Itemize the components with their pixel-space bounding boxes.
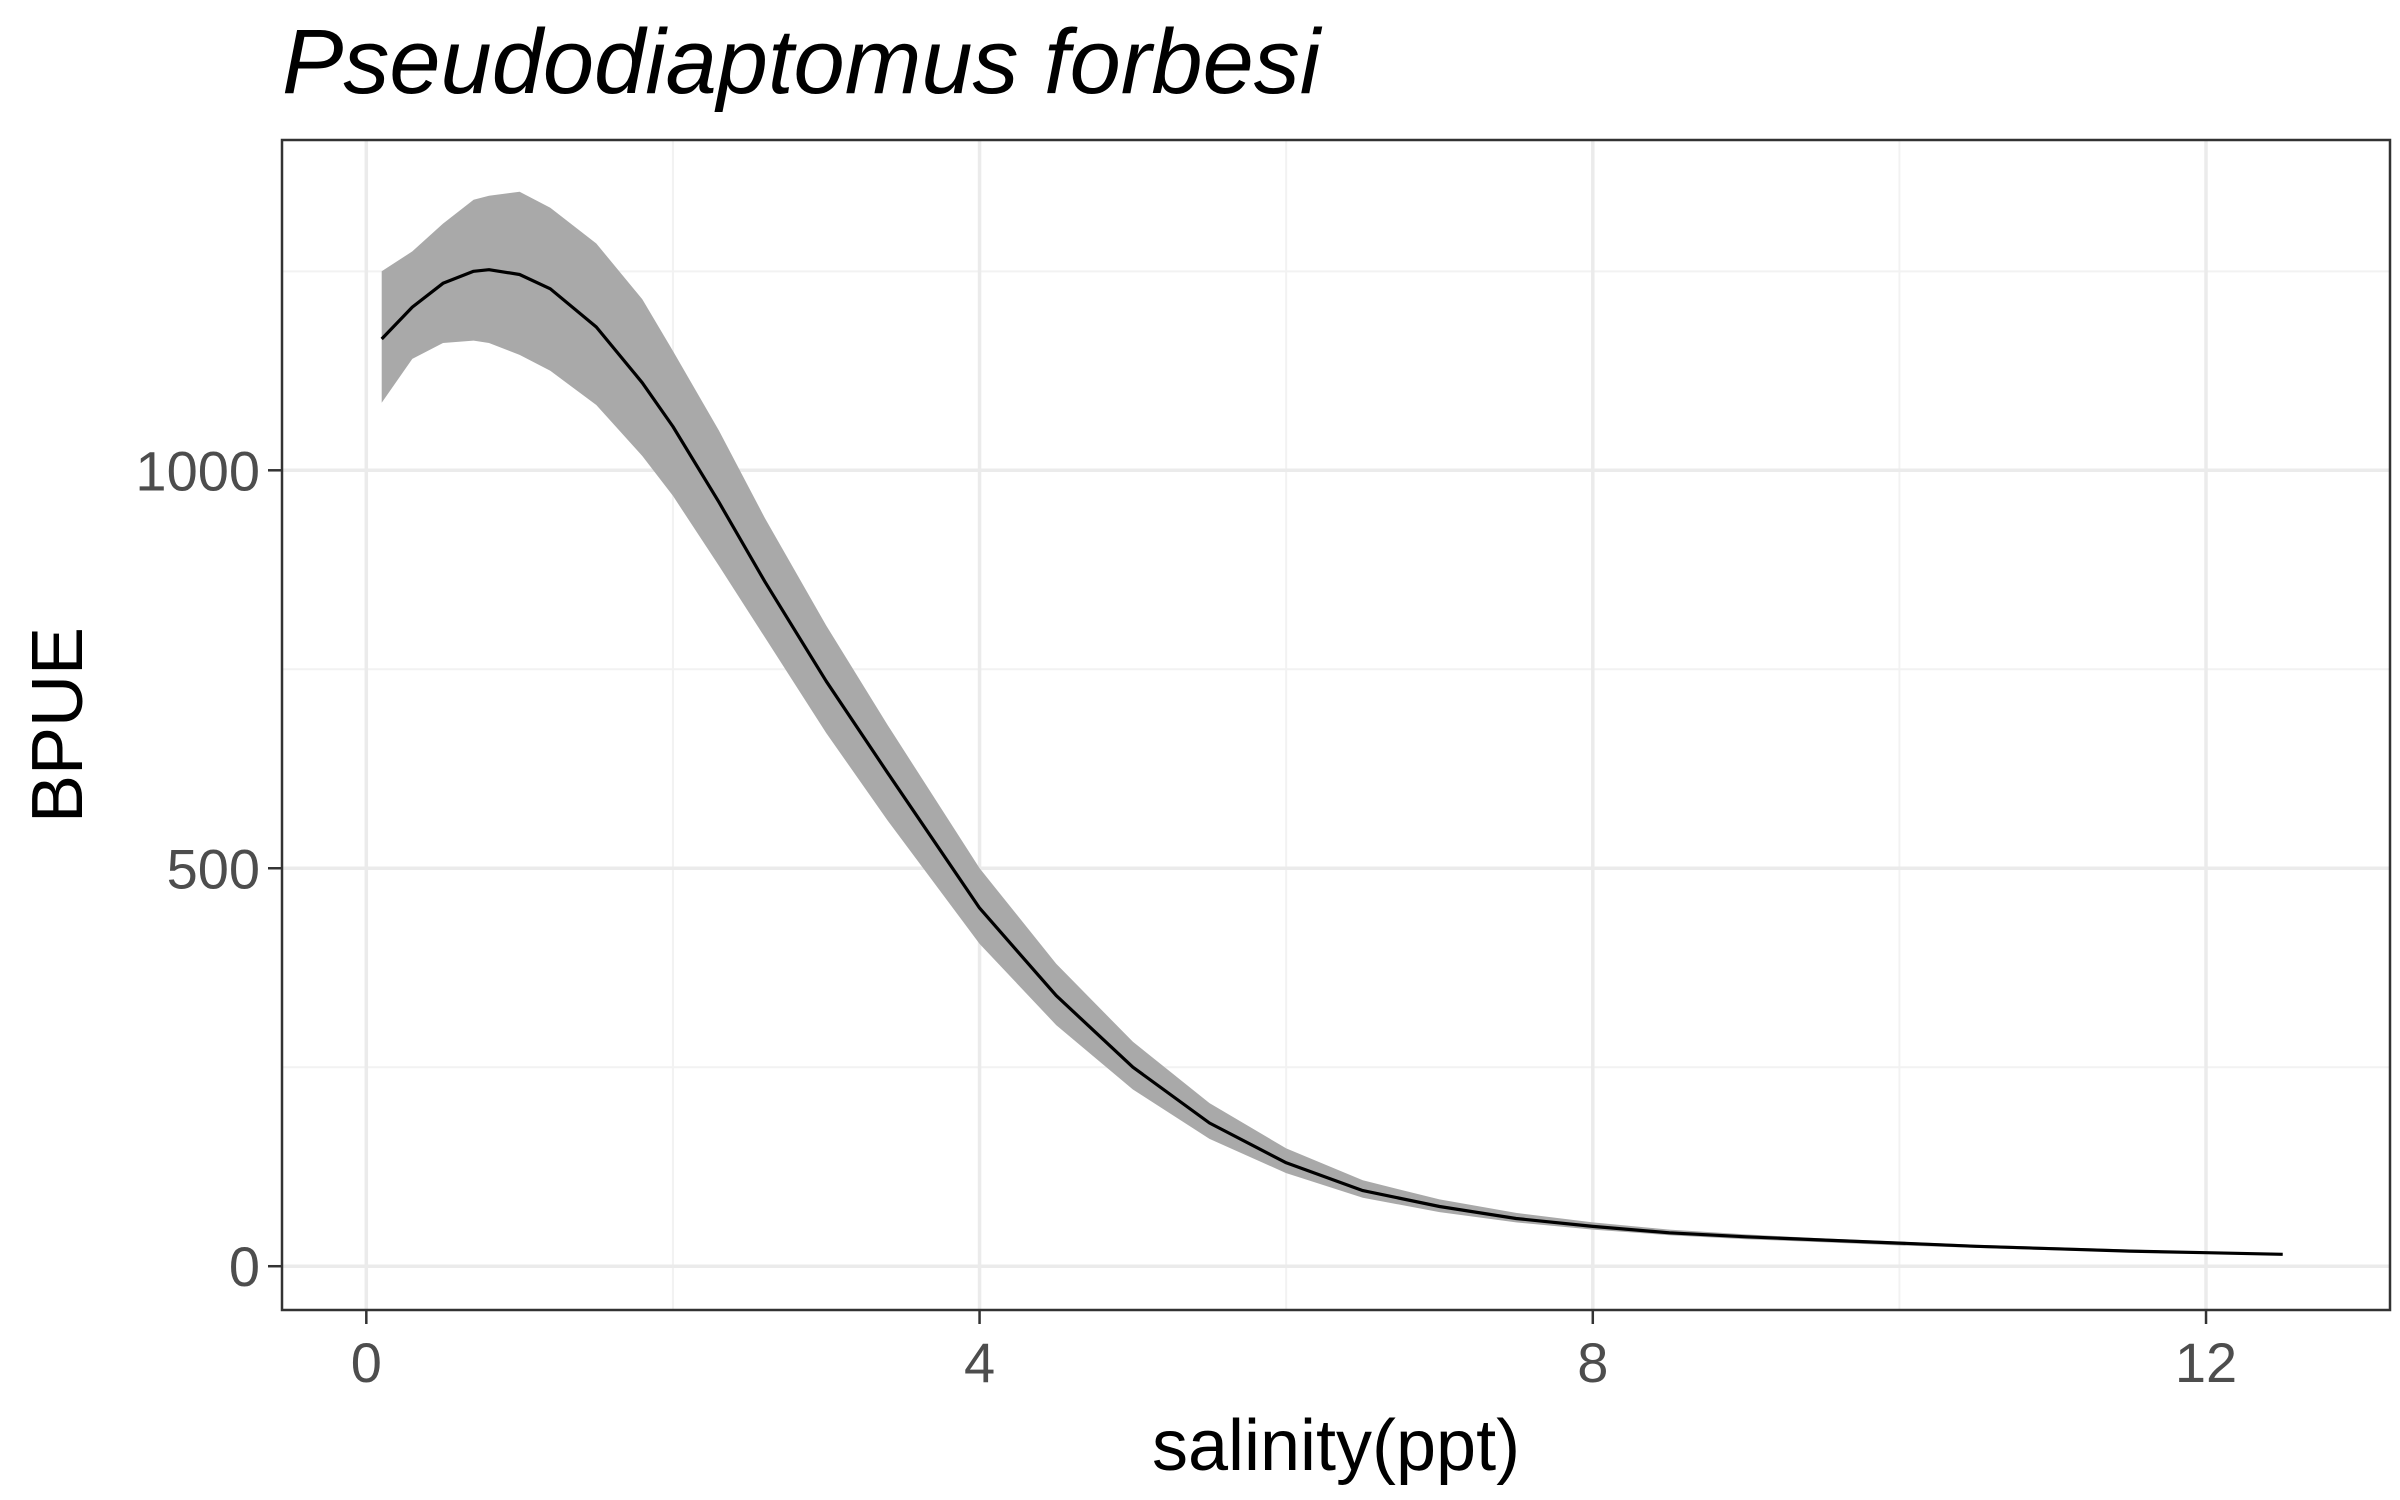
axis-tick-labels: 0 4 8 12 0 500 1000 — [135, 439, 2237, 1394]
confidence-ribbon — [381, 191, 2283, 1256]
plot-border — [280, 138, 2392, 1312]
x-tick-label: 8 — [1577, 1331, 1608, 1394]
x-tick-label: 4 — [964, 1331, 995, 1394]
x-axis-title: salinity(ppt) — [1152, 1406, 1520, 1486]
fitted-line — [380, 268, 2283, 1256]
y-axis-title: BPUE — [18, 627, 98, 823]
axis-ticks — [268, 469, 2208, 1324]
y-tick-label: 500 — [167, 837, 260, 900]
grid-major — [282, 140, 2390, 1310]
y-tick-label: 0 — [229, 1235, 260, 1298]
y-tick-label: 1000 — [135, 439, 260, 502]
x-tick-label: 0 — [351, 1331, 382, 1394]
grid-minor — [282, 140, 2390, 1310]
x-tick-label: 12 — [2175, 1331, 2237, 1394]
plot-marks — [380, 191, 2283, 1256]
chart-title: Pseudodiaptomus forbesi — [282, 11, 1323, 113]
